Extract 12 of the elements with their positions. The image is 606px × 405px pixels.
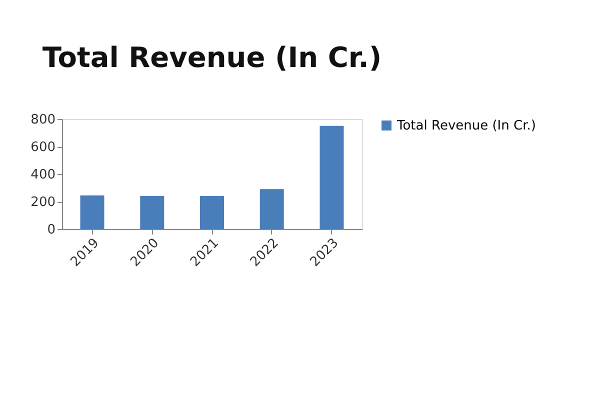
- chart-title: Total Revenue (In Cr.): [42, 41, 382, 74]
- bar: [80, 195, 104, 229]
- bar: [140, 196, 164, 229]
- y-tick-label: 200: [30, 195, 56, 210]
- bar: [260, 189, 284, 229]
- y-tick-label: 0: [47, 222, 56, 238]
- legend-label: Total Revenue (In Cr.): [396, 118, 536, 134]
- y-tick-label: 400: [30, 168, 56, 182]
- y-tick-label: 600: [30, 140, 56, 155]
- y-tick-label: 800: [30, 112, 56, 128]
- bar: [320, 126, 344, 229]
- bar: [200, 196, 224, 229]
